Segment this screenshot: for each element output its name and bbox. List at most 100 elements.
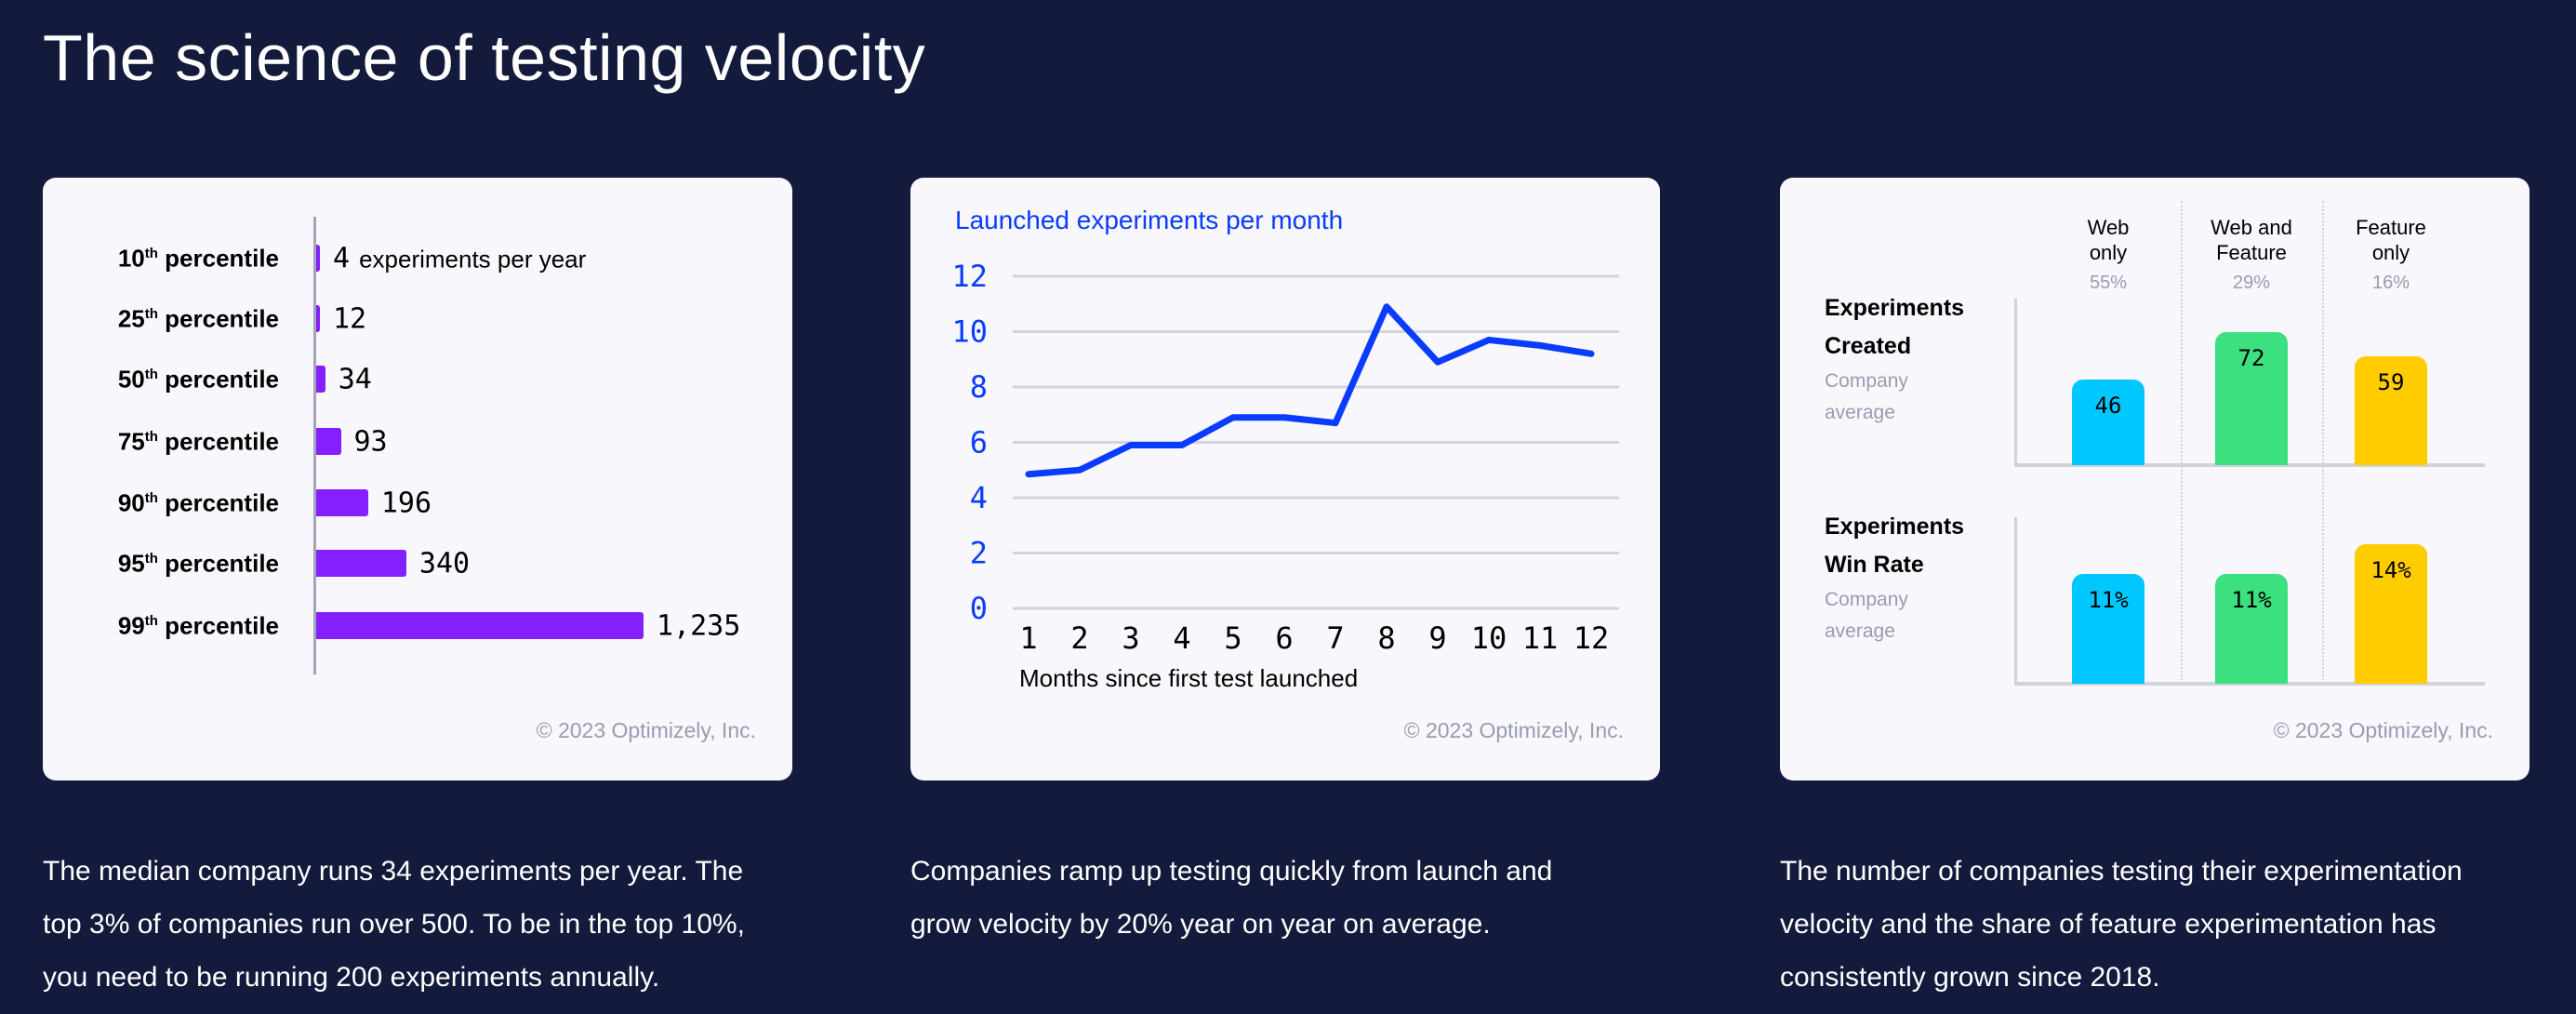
copyright: © 2023 Optimizely, Inc.: [2273, 718, 2493, 742]
axis-line: [2014, 517, 2017, 685]
y-tick-label: 12: [951, 259, 988, 294]
column-divider: [2181, 201, 2183, 684]
data-point: [1232, 417, 1234, 419]
column-divider: [2322, 201, 2324, 684]
value-number: 340: [418, 547, 471, 580]
value-label: 93: [354, 426, 388, 459]
percentile-number: 95: [117, 549, 145, 578]
percentile-number: 99: [117, 611, 145, 640]
value-number: 12: [333, 302, 367, 336]
y-tick-label: 0: [970, 591, 988, 626]
unit-label: experiments per year: [359, 245, 587, 274]
panel-subtitle-line: Company: [1825, 370, 1908, 392]
category-label: 99th percentile: [43, 612, 279, 641]
value-label: 34: [339, 364, 372, 396]
caption-line: top 3% of companies run over 500. To be …: [43, 909, 745, 940]
value-number: 1,235: [657, 609, 741, 643]
y-tick-label: 2: [970, 536, 988, 571]
panel-title-line: Created: [1825, 333, 1912, 359]
category-label: 95th percentile: [43, 550, 279, 579]
line-chart-card: Launched experiments per month 0 2 4 6 8 10 12…: [910, 178, 1660, 781]
y-tick-label: 4: [970, 480, 988, 515]
data-point: [1386, 306, 1388, 308]
percentile-word: percentile: [165, 304, 279, 333]
bar: [316, 305, 320, 332]
data-point: [1283, 417, 1285, 419]
ordinal-suffix: th: [144, 245, 158, 261]
x-tick-label: 3: [1122, 620, 1139, 656]
value-label: 1,235: [657, 610, 740, 643]
bar: 11%: [2072, 574, 2144, 684]
x-tick-label: 8: [1377, 620, 1395, 656]
data-point: [1539, 344, 1541, 346]
percentile-word: percentile: [165, 427, 279, 456]
data-line: [1025, 303, 1595, 478]
panel-subtitle-line: average: [1825, 620, 1895, 642]
bar: [316, 366, 325, 393]
caption-1: The median company runs 34 experiments p…: [43, 845, 750, 1004]
chart-title: Launched experiments per month: [955, 206, 1344, 234]
percentile-word: percentile: [165, 365, 279, 394]
axis-line: [2014, 299, 2017, 466]
x-tick-label: 11: [1522, 620, 1559, 656]
x-tick-label: 5: [1224, 620, 1242, 656]
ordinal-suffix: th: [144, 428, 158, 445]
panel-subtitle-line: average: [1825, 402, 1895, 423]
column-header-line: Feature: [2356, 216, 2426, 239]
bar: [316, 550, 406, 577]
panel-subtitle: Company average: [1825, 584, 1908, 647]
ordinal-suffix: th: [144, 612, 158, 629]
percentile-number: 10: [117, 244, 145, 273]
bar: [316, 428, 341, 455]
category-label: 75th percentile: [43, 428, 279, 457]
caption-line: you need to be running 200 experiments a…: [43, 962, 660, 993]
y-tick-label: 6: [970, 425, 988, 460]
page-title: The science of testing velocity: [43, 21, 926, 94]
caption-line: The median company runs 34 experiments p…: [43, 856, 744, 887]
bar: 11%: [2215, 574, 2288, 684]
bar: [316, 612, 644, 639]
panel-subtitle-line: Company: [1825, 589, 1908, 610]
caption-line: Companies ramp up testing quickly from l…: [910, 856, 1553, 887]
column-header-line: Web and: [2211, 216, 2292, 239]
category-label: 25th percentile: [43, 305, 279, 334]
baseline: [2014, 682, 2485, 686]
percentile-word: percentile: [165, 611, 279, 640]
value-label: 340: [419, 548, 470, 580]
percentile-number: 50: [117, 365, 145, 394]
bar: 14%: [2355, 544, 2427, 684]
caption-2: Companies ramp up testing quickly from l…: [910, 845, 1617, 951]
x-tick-label: 1: [1019, 620, 1037, 656]
column-share: 16%: [2371, 273, 2410, 293]
percentile-number: 90: [117, 488, 145, 517]
panel-subtitle: Company average: [1825, 366, 1908, 429]
value-label: 4 experiments per year: [333, 243, 586, 275]
data-point: [1079, 469, 1081, 471]
column-share: 55%: [2089, 273, 2128, 293]
caption-line: grow velocity by 20% year on year on ave…: [910, 909, 1491, 940]
copyright: © 2023 Optimizely, Inc.: [1403, 718, 1624, 742]
bar: 59: [2355, 355, 2427, 465]
y-tick-label: 8: [970, 369, 988, 405]
ordinal-suffix: th: [144, 305, 158, 322]
column-header-line: Feature: [2216, 241, 2287, 264]
x-tick-label: 9: [1428, 620, 1446, 656]
data-point: [1437, 361, 1439, 363]
percentile-word: percentile: [165, 549, 279, 578]
percentile-word: percentile: [165, 244, 279, 273]
data-point: [1130, 444, 1132, 446]
data-point: [1334, 422, 1336, 424]
comparison-chart-card: © 2023 Optimizely, Inc. Web only 55% Web an…: [1780, 178, 2530, 781]
bar: 46: [2072, 380, 2144, 465]
x-tick-label: 4: [1173, 620, 1190, 656]
copyright: © 2023 Optimizely, Inc.: [536, 718, 756, 742]
caption-3: The number of companies testing their ex…: [1780, 845, 2543, 1004]
x-tick-label: 2: [1070, 620, 1088, 656]
panel-title: Experiments Created: [1825, 289, 1964, 366]
bar: [316, 245, 320, 272]
column-header-line: only: [2371, 241, 2410, 264]
percentile-word: percentile: [165, 488, 279, 517]
category-label: 90th percentile: [43, 489, 279, 518]
column-header-line: Web: [2087, 216, 2130, 239]
percentile-chart-card: © 2023 Optimizely, Inc. 10th percentile 4…: [43, 178, 792, 781]
